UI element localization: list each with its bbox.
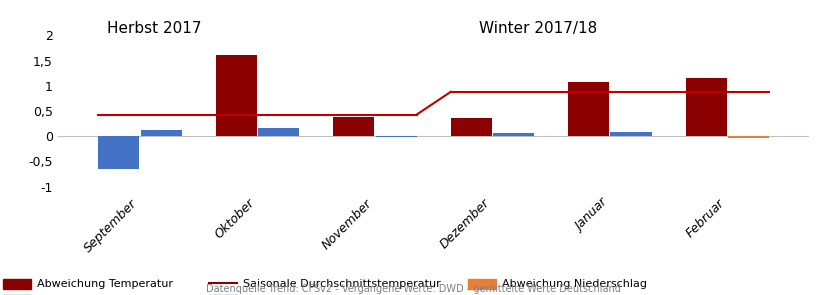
Legend: Abweichung Temperatur, Abweichung Niederschlag, Saisonale Durchschnittstemperatu: Abweichung Temperatur, Abweichung Nieder… xyxy=(3,278,647,295)
Bar xyxy=(728,136,769,138)
Text: Datenquelle Trend: CFSv2 - Vergangene Werte: DWD - gemittelte Werte Deutschland: Datenquelle Trend: CFSv2 - Vergangene We… xyxy=(206,284,620,294)
Bar xyxy=(216,55,257,136)
Bar xyxy=(568,82,610,136)
Bar xyxy=(610,132,652,136)
Bar xyxy=(686,78,727,136)
Text: Winter 2017/18: Winter 2017/18 xyxy=(479,21,597,36)
Bar xyxy=(140,130,182,136)
Bar xyxy=(451,118,491,136)
Bar xyxy=(258,128,299,136)
Bar xyxy=(493,133,534,136)
Bar xyxy=(376,136,416,137)
Bar xyxy=(333,117,374,136)
Text: Herbst 2017: Herbst 2017 xyxy=(107,21,202,36)
Bar xyxy=(98,136,140,169)
